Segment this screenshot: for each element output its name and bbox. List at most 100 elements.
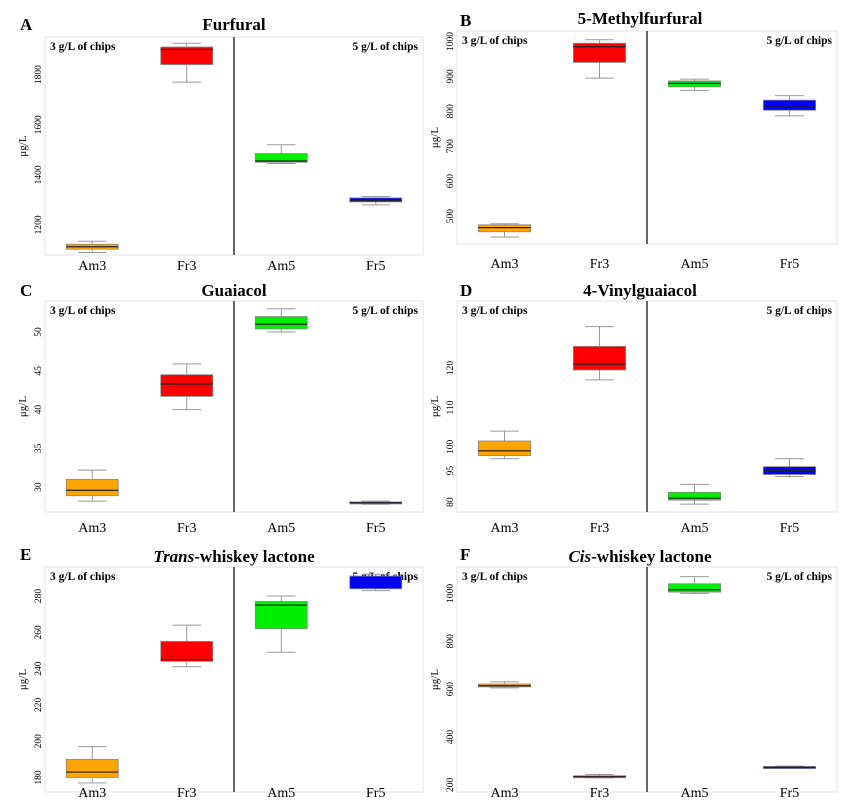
category-label: Fr5 <box>780 786 799 800</box>
box-am5 <box>667 483 722 505</box>
panel-a: A Furfural 3 g/L of chips 5 g/L of chips μg/… <box>17 15 424 274</box>
box-iqr <box>477 224 532 233</box>
panel-title-rest: -whiskey lactone <box>194 547 315 566</box>
y-tick-label: 50 <box>34 327 44 337</box>
category-label: Am3 <box>78 786 106 800</box>
box-iqr <box>65 758 119 778</box>
chips-label-left: 3 g/L of chips <box>462 571 528 583</box>
box-iqr <box>349 575 403 590</box>
y-tick-label: 700 <box>446 139 456 154</box>
box-iqr <box>572 42 627 63</box>
y-tick-label: 100 <box>446 440 456 455</box>
panel-title-italic: Trans <box>153 547 194 566</box>
y-tick-label: 500 <box>446 209 456 224</box>
box-iqr <box>572 345 627 371</box>
y-tick-label: 40 <box>34 405 44 415</box>
box-fr5 <box>762 458 817 478</box>
box-fr5 <box>349 196 403 206</box>
y-tick-label: 900 <box>446 69 456 84</box>
panel-title: 5-Methylfurfural <box>578 9 703 28</box>
box-fr3 <box>572 39 627 79</box>
category-label: Am3 <box>491 786 519 800</box>
category-label: Am5 <box>267 786 295 800</box>
box-iqr <box>160 46 214 65</box>
y-tick-label: 800 <box>446 634 456 649</box>
y-axis-label: μg/L <box>17 396 29 417</box>
chips-label-right: 5 g/L of chips <box>352 41 418 53</box>
y-tick-label: 35 <box>34 443 44 453</box>
chips-label-left: 3 g/L of chips <box>462 305 528 317</box>
category-label: Am5 <box>681 521 709 536</box>
y-axis-label: μg/L <box>17 669 29 690</box>
box-iqr <box>65 479 119 497</box>
panel-d: D 4-Vinylguaiacol 3 g/L of chips 5 g/L of c… <box>429 281 838 536</box>
category-label: Am3 <box>78 259 106 274</box>
box-am3 <box>477 681 532 689</box>
box-am3 <box>477 223 532 238</box>
box-iqr <box>254 153 308 163</box>
box-iqr <box>254 316 308 330</box>
panel-letter: A <box>20 15 33 34</box>
box-fr5 <box>762 95 817 117</box>
panel-b: B 5-Methylfurfural 3 g/L of chips 5 g/L of … <box>429 9 838 272</box>
chips-label-right: 5 g/L of chips <box>766 305 832 317</box>
panel-f: F Cis-whiskey lactone 3 g/L of chips 5 g/L … <box>429 545 838 801</box>
category-label: Am3 <box>78 521 106 536</box>
panel-letter: F <box>460 545 470 564</box>
y-tick-label: 120 <box>446 361 456 376</box>
chips-label-left: 3 g/L of chips <box>50 571 116 583</box>
panel-title-rest: -whiskey lactone <box>591 547 712 566</box>
category-label: Fr5 <box>366 521 385 536</box>
y-tick-label: 45 <box>34 366 44 376</box>
box-am5 <box>254 595 308 653</box>
panel-title: 4-Vinylguaiacol <box>583 281 697 300</box>
box-fr5 <box>762 765 817 770</box>
y-tick-label: 600 <box>446 682 456 697</box>
panel-c: C Guaiacol 3 g/L of chips 5 g/L of chips μg/… <box>17 281 424 536</box>
category-label: Am3 <box>491 257 519 272</box>
box-fr3 <box>572 774 627 779</box>
box-am3 <box>65 469 119 502</box>
box-iqr <box>160 374 214 397</box>
y-tick-label: 1000 <box>446 32 456 51</box>
category-label: Fr3 <box>177 786 196 800</box>
y-tick-label: 220 <box>34 698 44 713</box>
y-tick-label: 200 <box>34 734 44 749</box>
panel-title: Furfural <box>202 15 266 34</box>
y-tick-label: 600 <box>446 174 456 189</box>
y-tick-label: 95 <box>446 466 456 476</box>
y-axis-label: μg/L <box>429 396 441 417</box>
box-fr5 <box>349 573 403 592</box>
y-tick-label: 80 <box>446 497 456 507</box>
category-label: Am5 <box>681 786 709 800</box>
y-tick-label: 30 <box>34 482 44 492</box>
box-fr3 <box>160 42 214 83</box>
category-label: Fr5 <box>780 521 799 536</box>
y-tick-label: 260 <box>34 625 44 640</box>
y-tick-label: 1800 <box>34 65 44 84</box>
y-tick-label: 800 <box>446 104 456 119</box>
y-axis-label: μg/L <box>429 669 441 690</box>
box-iqr <box>762 99 817 111</box>
box-iqr <box>160 640 214 662</box>
box-am3 <box>65 240 119 253</box>
box-am5 <box>667 576 722 594</box>
y-tick-label: 110 <box>446 400 456 414</box>
box-fr3 <box>160 624 214 668</box>
category-label: Fr3 <box>590 257 609 272</box>
category-label: Fr3 <box>590 521 609 536</box>
panel-title: Guaiacol <box>201 281 266 300</box>
box-am5 <box>254 308 308 333</box>
category-label: Fr5 <box>780 257 799 272</box>
category-label: Am5 <box>681 257 709 272</box>
box-iqr <box>477 440 532 457</box>
panel-letter: B <box>460 11 471 30</box>
panel-letter: E <box>20 545 31 564</box>
panel-letter: D <box>460 281 472 300</box>
category-label: Am5 <box>267 259 295 274</box>
category-label: Fr3 <box>177 521 196 536</box>
box-am3 <box>65 746 119 784</box>
box-iqr <box>349 197 403 203</box>
